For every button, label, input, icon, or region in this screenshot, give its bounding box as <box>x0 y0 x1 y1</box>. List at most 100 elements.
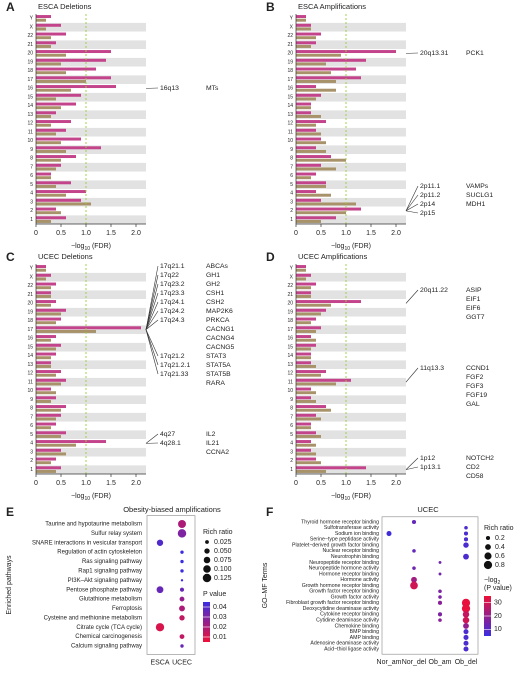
bar <box>296 414 316 417</box>
bar <box>296 115 321 118</box>
gene-label: CACNG4 <box>206 335 235 342</box>
chromosome-label: Y <box>30 16 34 22</box>
chromosome-label: 16 <box>27 86 33 92</box>
bar <box>296 71 331 74</box>
chromosome-label: 21 <box>27 42 33 48</box>
legend-bubble <box>203 574 211 582</box>
chromosome-label: 18 <box>27 318 33 324</box>
bar <box>296 176 311 179</box>
bar <box>296 295 311 298</box>
bar <box>36 124 51 127</box>
bar <box>36 106 61 109</box>
chromosome-label: 1 <box>30 217 33 223</box>
gene-label: FGF3 <box>466 383 484 390</box>
bar <box>296 400 316 403</box>
gene-label: EIF6 <box>466 305 481 312</box>
legend-bubble <box>204 557 211 564</box>
chromosome-label: 9 <box>290 147 293 153</box>
bar <box>36 339 51 342</box>
bubble <box>178 529 186 537</box>
bar <box>296 283 316 286</box>
bar <box>36 330 96 333</box>
chromosome-band <box>296 290 406 299</box>
band-label: 4q27 <box>160 431 175 438</box>
chromosome-label: 15 <box>27 94 33 100</box>
chromosome-band <box>36 172 146 181</box>
bar <box>296 321 311 324</box>
chromosome-label: 19 <box>27 309 33 315</box>
bar <box>296 185 326 188</box>
gene-label: PCK1 <box>466 50 484 57</box>
chromosome-label: 5 <box>30 182 33 188</box>
y-tick-label: Ferroptosis <box>112 606 142 612</box>
chromosome-label: 18 <box>27 68 33 74</box>
bar <box>296 159 346 162</box>
bar <box>36 400 51 403</box>
bar <box>296 106 311 109</box>
band-label: 17q24.2 <box>160 308 185 315</box>
band-label: 1p13.1 <box>420 464 441 471</box>
band-label: 17q24.3 <box>160 317 185 324</box>
band-label: 2p11.1 <box>420 183 441 190</box>
legend-bubble <box>484 552 491 559</box>
bar <box>36 291 51 294</box>
bar <box>36 185 56 188</box>
gene-label: CD2 <box>466 464 480 471</box>
x-tick-label: Ob_del <box>455 659 478 666</box>
chromosome-label: 21 <box>287 42 293 48</box>
colorbar-label: 10 <box>494 626 502 633</box>
bar <box>296 274 311 277</box>
y-tick-label: Calcium signaling pathway <box>71 644 142 650</box>
bar <box>296 409 331 412</box>
bar <box>36 449 61 452</box>
chromosome-label: 12 <box>287 371 293 377</box>
chromosome-label: 11 <box>288 379 293 385</box>
chromosome-label: 19 <box>287 59 293 65</box>
y-tick-label: Pentose phosphate pathway <box>66 587 142 593</box>
gene-label: RARA <box>206 380 225 387</box>
bar <box>296 216 336 219</box>
gene-label: EIF1 <box>466 296 481 303</box>
bar <box>296 164 321 167</box>
chromosome-label: 20 <box>27 51 33 57</box>
bar <box>36 269 46 272</box>
bar <box>296 45 311 48</box>
x-tick-label: 1.0 <box>81 230 91 237</box>
panel-letter: B <box>266 0 275 14</box>
x-axis-label-part: −log <box>331 493 345 500</box>
bubble <box>463 641 468 646</box>
chromosome-label: 7 <box>30 414 33 420</box>
x-tick-label: 0.5 <box>316 230 326 237</box>
panel-letter: F <box>266 505 273 519</box>
bubble <box>439 572 442 575</box>
bar <box>296 124 316 127</box>
chromosome-label: 13 <box>27 362 33 368</box>
bar <box>296 291 311 294</box>
chromosome-label: 3 <box>290 199 293 205</box>
colorbar-label: 0.03 <box>213 614 227 621</box>
bubble <box>464 537 468 541</box>
chromosome-label: 7 <box>30 164 33 170</box>
x-axis-label-part: (FDR) <box>350 243 371 250</box>
bar <box>296 326 321 329</box>
bar <box>296 435 321 438</box>
colorbar-label: 0.02 <box>213 624 227 631</box>
bubble <box>438 595 442 599</box>
bar <box>36 54 66 57</box>
chromosome-label: 1 <box>30 467 33 473</box>
chromosome-label: Y <box>290 16 294 22</box>
bubble <box>410 582 418 590</box>
chromosome-label: 1 <box>290 217 293 223</box>
bar <box>296 300 361 303</box>
gene-label: VAMPs <box>466 183 489 190</box>
y-tick-label: Rap1 signaling pathway <box>78 569 142 575</box>
chromosome-band <box>296 23 406 32</box>
bar <box>36 129 66 132</box>
bar <box>36 318 61 321</box>
bar <box>36 274 51 277</box>
legend-label: 0.075 <box>214 557 232 564</box>
chromosome-band <box>296 352 406 361</box>
x-tick-label: Nor_del <box>402 659 427 666</box>
y-tick-label: Ras signaling pathway <box>82 559 142 565</box>
bar <box>296 318 316 321</box>
